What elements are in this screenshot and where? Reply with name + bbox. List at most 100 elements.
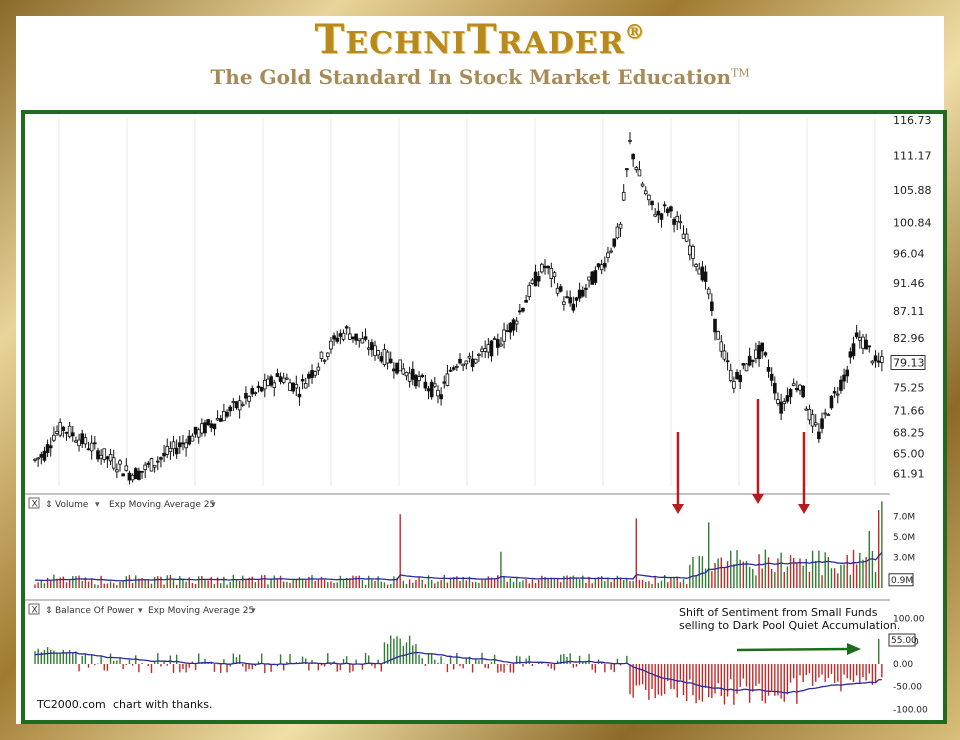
price-candle-body <box>832 391 837 394</box>
price-candle-body <box>162 452 166 457</box>
price-candle-body <box>61 426 66 431</box>
price-candle-body <box>58 422 62 436</box>
price-candle-body <box>379 356 384 362</box>
price-candle-body <box>118 460 122 465</box>
price-candle-body <box>779 401 783 414</box>
price-candle-body <box>124 465 129 471</box>
price-candle-body <box>439 394 443 400</box>
price-candle-body <box>263 380 267 390</box>
price-candle-body <box>864 339 868 350</box>
bop-tick-label: 0.00 <box>893 660 913 670</box>
price-candle-body <box>105 456 110 460</box>
price-candle-body <box>763 352 768 356</box>
price-candle-body <box>571 303 576 311</box>
price-candle-body <box>363 336 368 340</box>
chevron-down-icon: ▾ <box>211 500 216 510</box>
price-candle-body <box>423 381 428 389</box>
price-candle-body <box>357 338 362 341</box>
volume-tick-label: 3.0M <box>893 553 915 563</box>
price-candle-body <box>870 360 875 364</box>
price-candle-body <box>48 445 53 449</box>
price-candle-body <box>266 378 270 387</box>
price-candle-body <box>656 210 661 216</box>
price-candle-body <box>637 169 642 177</box>
price-candle-body <box>231 401 236 403</box>
price-tick-label: 82.96 <box>893 332 925 345</box>
price-candle-body <box>36 457 40 460</box>
stock-chart: X ⇕ Volume ▾ Exp Moving Average 25▾ X ⇕ Balanc… <box>25 114 943 720</box>
price-candle-body <box>640 183 645 187</box>
price-candle-body <box>754 349 758 359</box>
price-candle-body <box>766 367 771 372</box>
price-candle-body <box>880 356 884 363</box>
price-candle-body <box>810 414 815 427</box>
price-candle-body <box>817 431 821 440</box>
price-candle-body <box>385 351 390 364</box>
price-candle-body <box>625 168 629 170</box>
price-candle-body <box>606 252 610 258</box>
price-candle-body <box>168 448 173 453</box>
price-candle-body <box>225 411 229 417</box>
price-tick-label: 100.84 <box>893 216 932 229</box>
chevron-down-icon: ▾ <box>138 606 143 616</box>
price-candle-body <box>776 399 780 404</box>
chevron-down-icon: ▾ <box>95 500 100 510</box>
price-candle-body <box>184 442 188 449</box>
bop-indicator-label: Balance Of Power <box>55 606 134 616</box>
price-candle-body <box>111 457 116 469</box>
price-candle-body <box>495 339 500 348</box>
price-candle-body <box>250 388 255 395</box>
price-candle-body <box>303 383 308 389</box>
price-candle-body <box>89 442 94 452</box>
price-candle-body <box>322 359 327 362</box>
price-candle-body <box>536 275 541 282</box>
price-candle-body <box>426 388 431 392</box>
price-candle-body <box>140 470 144 473</box>
price-candle-body <box>341 332 346 340</box>
price-candle-body <box>52 434 56 441</box>
price-tick-label: 71.66 <box>893 405 925 418</box>
price-candle-body <box>130 474 135 481</box>
price-candle-body <box>697 268 702 275</box>
price-candle-body <box>757 345 761 360</box>
price-candle-body <box>713 318 717 333</box>
price-candle-body <box>722 350 727 360</box>
price-candle-body <box>149 458 154 472</box>
price-tick-label: 105.88 <box>893 184 932 197</box>
price-candle-body <box>514 320 519 325</box>
price-candle-body <box>373 345 377 356</box>
price-tick-label: 65.00 <box>893 448 925 461</box>
price-candle-body <box>165 446 170 455</box>
price-tick-label: 79.13 <box>893 356 925 369</box>
price-candle-body <box>360 338 365 344</box>
price-candle-body <box>540 263 544 273</box>
price-candle-body <box>565 296 569 299</box>
price-candle-body <box>760 342 765 352</box>
price-tick-label: 75.25 <box>893 382 925 395</box>
price-candle-body <box>590 271 595 285</box>
price-candle-body <box>574 297 579 301</box>
price-candle-body <box>675 215 680 223</box>
brand-t1: TECHNI <box>314 16 467 63</box>
price-candle-body <box>200 423 204 434</box>
price-candle-body <box>64 431 69 434</box>
price-candle-body <box>558 286 563 292</box>
price-candle-body <box>237 400 242 411</box>
price-tick-label: 111.17 <box>893 150 932 163</box>
bop-ma-label: Exp Moving Average 25 <box>148 606 254 616</box>
price-candle-body <box>615 226 620 239</box>
price-candle-body <box>429 381 434 398</box>
price-candle-body <box>543 265 547 269</box>
price-candle-body <box>555 287 560 294</box>
price-candle-body <box>442 381 447 384</box>
price-candle-body <box>215 418 220 421</box>
price-candle-body <box>108 454 113 462</box>
price-candle-body <box>278 376 283 382</box>
price-tick-label: 68.25 <box>893 427 925 440</box>
price-candle-body <box>577 289 582 299</box>
price-candle-body <box>659 213 664 220</box>
price-candle-body <box>259 387 264 392</box>
price-candle-body <box>80 433 85 444</box>
price-candle-body <box>39 454 44 458</box>
price-candle-body <box>524 299 528 303</box>
